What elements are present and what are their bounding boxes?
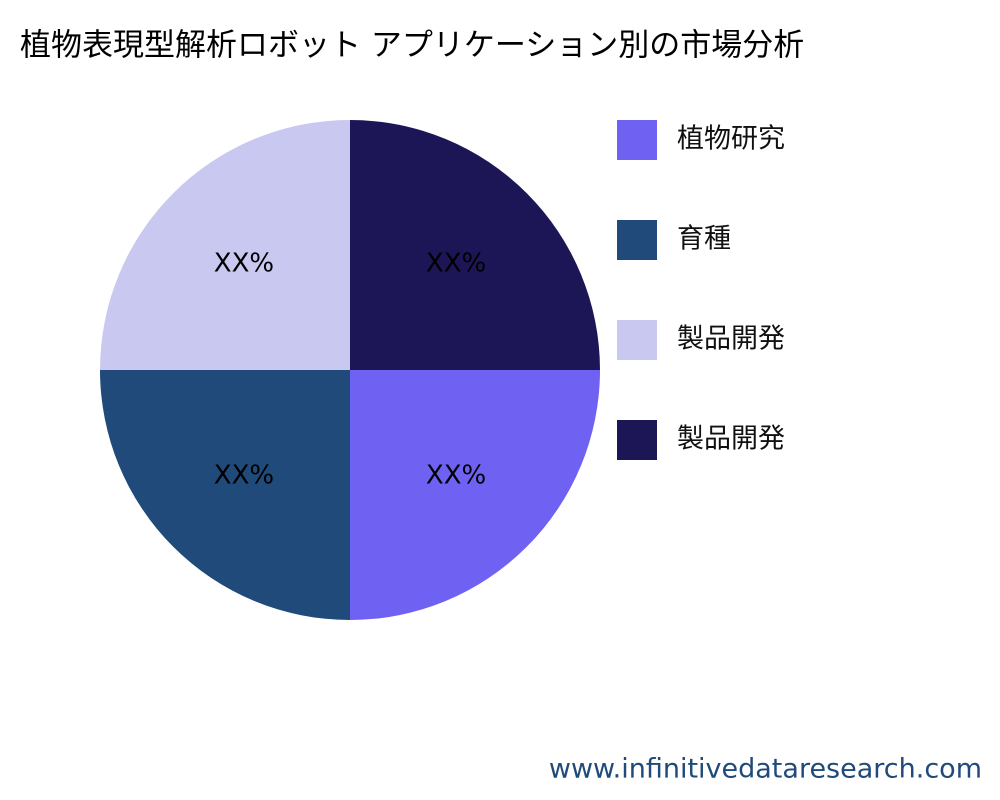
legend-swatch xyxy=(617,220,657,260)
legend-swatch xyxy=(617,420,657,460)
slice-label: XX% xyxy=(426,461,486,491)
pie-slice xyxy=(350,120,600,370)
pie-slice xyxy=(100,370,350,620)
legend-swatch xyxy=(617,120,657,160)
slice-label: XX% xyxy=(426,248,486,278)
footer-url: www.infinitivedataresearch.com xyxy=(549,754,982,785)
legend-swatch xyxy=(617,320,657,360)
legend-text: 植物研究 xyxy=(677,124,785,155)
pie-slice xyxy=(350,370,600,620)
slice-label: XX% xyxy=(214,248,274,278)
pie-slice xyxy=(100,120,350,370)
legend-text: 製品開発 xyxy=(677,324,785,355)
slice-label: XX% xyxy=(214,461,274,491)
legend-text: 育種 xyxy=(677,224,731,255)
legend-text: 製品開発 xyxy=(677,424,785,455)
chart-title: 植物表現型解析ロボット アプリケーション別の市場分析 xyxy=(20,28,804,64)
